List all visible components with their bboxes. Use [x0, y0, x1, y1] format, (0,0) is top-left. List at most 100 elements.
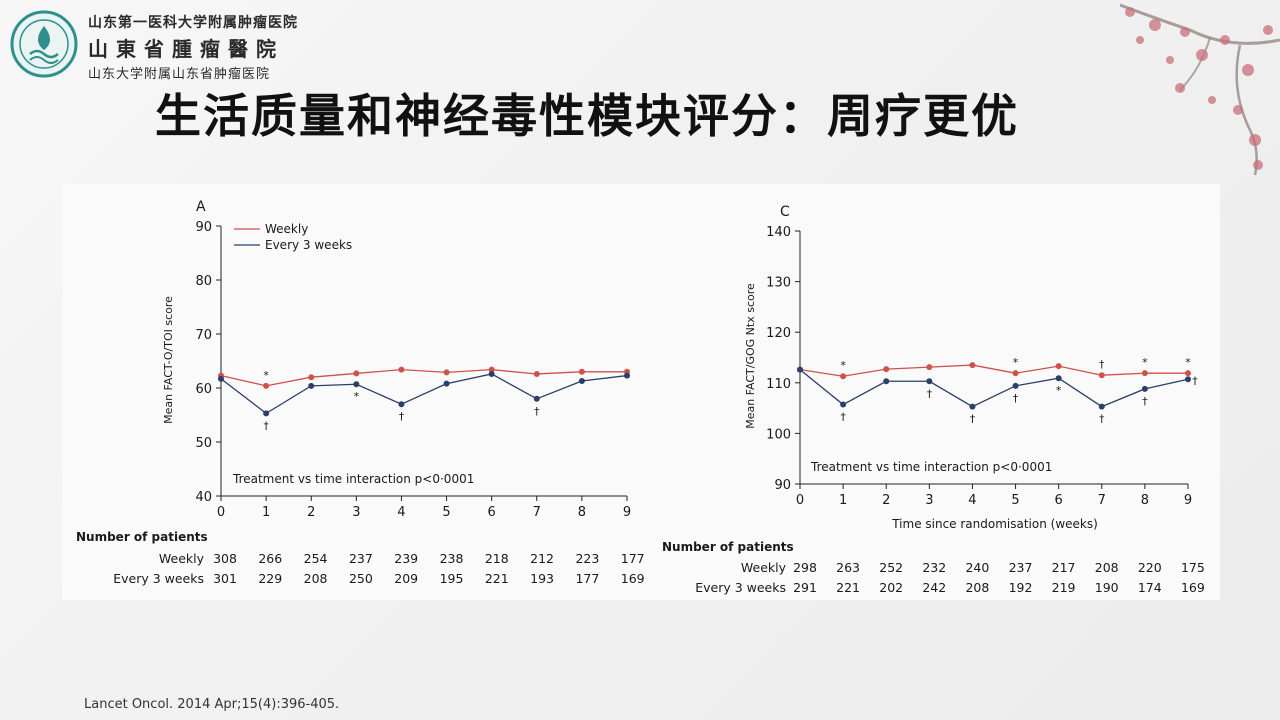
x-tick-label: 7: [1098, 493, 1106, 508]
data-point-weekly: [263, 382, 270, 389]
data-point-every3: [1055, 375, 1062, 382]
x-tick-label: 8: [578, 505, 586, 520]
patients-count: 237: [1009, 560, 1033, 575]
patients-count: 221: [485, 571, 509, 586]
data-point-every3: [443, 380, 450, 387]
x-tick-label: 9: [1184, 493, 1192, 508]
y-tick-label: 50: [195, 436, 212, 451]
x-tick-label: 0: [217, 505, 225, 520]
data-point-weekly: [578, 368, 585, 375]
significance-marker: †: [399, 410, 405, 423]
data-point-every3: [578, 377, 585, 384]
patients-count: 229: [258, 571, 282, 586]
y-tick-label: 90: [774, 478, 791, 493]
legend-label-every3: Every 3 weeks: [265, 238, 352, 252]
patients-count: 174: [1138, 580, 1162, 595]
significance-marker: †: [970, 413, 976, 426]
significance-marker: †: [263, 419, 269, 432]
significance-marker: *: [1013, 356, 1019, 369]
patients-count: 237: [349, 551, 373, 566]
patients-count: 254: [304, 551, 328, 566]
y-tick-label: 140: [766, 225, 791, 240]
data-point-every3: [797, 366, 803, 373]
data-point-weekly: [443, 369, 450, 376]
x-tick-label: 1: [839, 493, 847, 508]
significance-marker: †: [1013, 392, 1019, 405]
series-points: [218, 366, 630, 417]
patients-count: 208: [965, 580, 989, 595]
x-tick-label: 2: [882, 493, 890, 508]
y-tick-label: 130: [766, 276, 791, 291]
patients-count: 219: [1052, 580, 1076, 595]
significance-marker: †: [534, 405, 540, 418]
data-point-every3: [533, 395, 540, 402]
data-point-weekly: [969, 362, 976, 369]
x-tick-label: 2: [307, 505, 315, 520]
significance-marker: †: [1142, 395, 1148, 408]
x-tick-label: 9: [623, 505, 631, 520]
annotation-text: Treatment vs time interaction p<0·0001: [810, 460, 1052, 474]
annotation-text: Treatment vs time interaction p<0·0001: [232, 472, 474, 486]
series-lines: [220, 368, 628, 415]
significance-marker: *: [1142, 356, 1148, 369]
significance-markers: * † * † †: [263, 369, 540, 433]
patients-row-label: Every 3 weeks: [113, 571, 204, 586]
patients-count: 190: [1095, 580, 1119, 595]
x-tick-label: 6: [1055, 493, 1063, 508]
patients-table: Number of patients Weekly 308 266 254 237 239 2…: [76, 530, 645, 586]
series-line-weekly: [220, 368, 627, 387]
patients-count: 208: [1095, 560, 1119, 575]
significance-marker: *: [1056, 384, 1062, 397]
significance-marker: †: [840, 411, 846, 424]
figure-panel: [62, 184, 1220, 600]
data-point-weekly: [398, 366, 405, 373]
patients-table-title: Number of patients: [662, 540, 794, 554]
x-tick-label: 6: [488, 505, 496, 520]
institution-name: 山东第一医科大学附属肿瘤医院 山東省腫瘤醫院 山东大学附属山东省肿瘤医院: [88, 12, 298, 82]
patients-table-title: Number of patients: [76, 530, 208, 544]
patients-count: 202: [879, 580, 903, 595]
patients-count: 223: [575, 551, 599, 566]
data-point-weekly: [1055, 363, 1062, 370]
significance-marker: *: [840, 359, 846, 372]
data-point-weekly: [308, 374, 315, 381]
data-point-every3: [1141, 385, 1148, 392]
data-point-weekly: [840, 373, 847, 380]
patients-count: 240: [965, 560, 989, 575]
y-tick-label: 70: [195, 328, 212, 343]
patients-count: 208: [304, 571, 328, 586]
data-point-every3: [1012, 382, 1019, 389]
patients-count: 242: [922, 580, 946, 595]
data-point-every3: [353, 381, 360, 388]
series-line-every3: [220, 373, 628, 415]
data-point-weekly: [883, 366, 890, 373]
x-tick-label: 3: [352, 505, 360, 520]
axes: 90 100 110 120 130 140 0 1 2 3 4 5 6 7 8 9: [766, 225, 1192, 508]
patients-count: 263: [836, 560, 860, 575]
patients-count: 177: [575, 571, 599, 586]
patients-count: 218: [485, 551, 509, 566]
patients-count: 250: [349, 571, 373, 586]
x-tick-label: 4: [397, 505, 405, 520]
significance-marker: †: [1099, 413, 1105, 426]
patients-count: 266: [258, 551, 282, 566]
data-point-every3: [1185, 376, 1191, 383]
legend-label-weekly: Weekly: [265, 222, 308, 236]
patients-count: 291: [793, 580, 817, 595]
citation: Lancet Oncol. 2014 Apr;15(4):396-405.: [84, 697, 340, 712]
patients-row-label: Weekly: [159, 551, 205, 566]
y-tick-label: 40: [195, 490, 212, 505]
plum-blossom-decoration: [1119, 3, 1280, 176]
data-point-every3: [308, 382, 315, 389]
institution-line-2: 山東省腫瘤醫院: [88, 37, 284, 61]
series-lines: [799, 364, 1189, 408]
significance-marker: †: [927, 387, 933, 400]
patients-table: Number of patients Weekly 298 263 252 232 240 2…: [662, 540, 1205, 595]
data-point-every3: [926, 378, 933, 385]
patients-count: 195: [440, 571, 464, 586]
data-point-every3: [840, 401, 847, 408]
y-tick-label: 100: [766, 427, 791, 442]
patients-row-label: Every 3 weeks: [695, 580, 786, 595]
data-point-every3: [969, 403, 976, 410]
data-point-every3: [263, 410, 270, 417]
